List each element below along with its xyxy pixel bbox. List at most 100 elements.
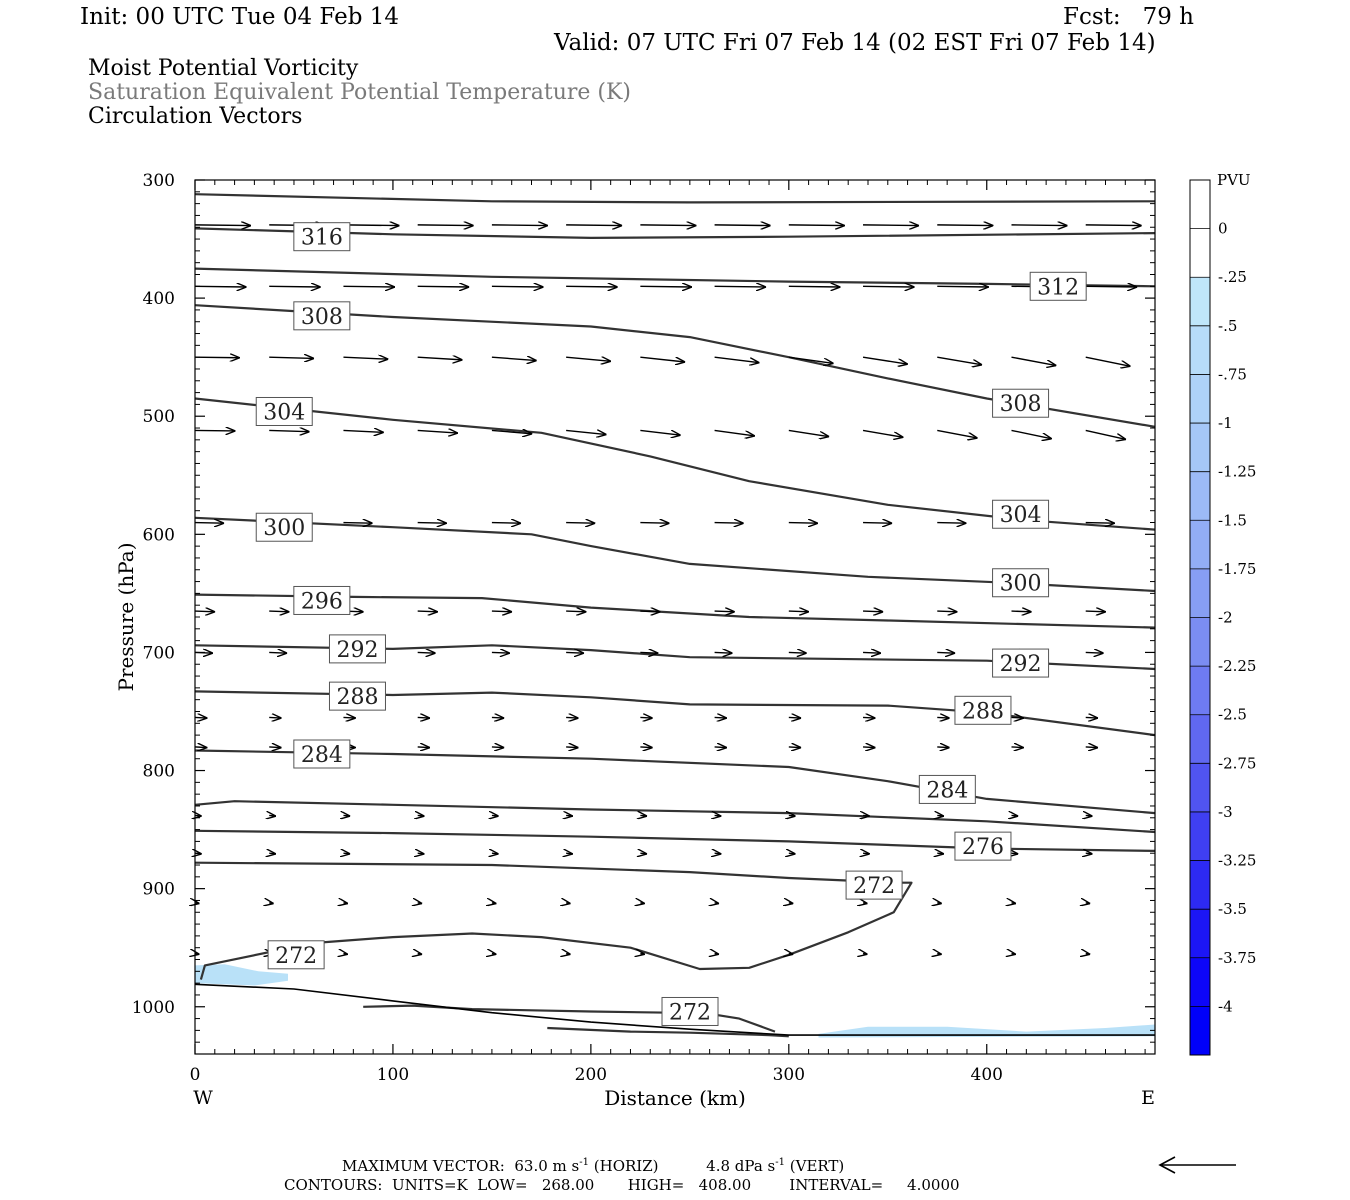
colorbar-segment — [1190, 277, 1210, 327]
contour-label-box — [992, 568, 1050, 598]
circulation-vector — [343, 430, 383, 432]
circulation-vector — [789, 815, 796, 816]
colorbar-label: -.75 — [1218, 365, 1247, 383]
circulation-vector — [269, 815, 276, 816]
x-tick-label: 100 — [377, 1065, 409, 1085]
circulation-vector — [863, 523, 892, 524]
circulation-vector — [566, 853, 573, 854]
contour-label-box — [293, 739, 351, 769]
circulation-vector — [1011, 954, 1015, 955]
circulation-vector — [269, 853, 276, 854]
circulation-vector — [566, 611, 586, 612]
contour-label: 284 — [926, 778, 968, 803]
circulation-vector — [491, 357, 537, 360]
circulation-vector — [937, 954, 941, 955]
circulation-vector — [1011, 903, 1015, 904]
circulation-vector — [269, 430, 309, 431]
circulation-vector — [343, 954, 347, 955]
colorbar-label: -.5 — [1218, 317, 1237, 335]
colorbar-segment — [1190, 180, 1210, 230]
circulation-vector — [417, 430, 458, 433]
contour-label-box — [255, 512, 313, 542]
colorbar-label: -1.5 — [1218, 511, 1247, 529]
axis-labels: Distance (km) Pressure (hPa) W E — [114, 543, 1155, 1110]
circulation-vector — [714, 717, 727, 718]
y-tick-label: 900 — [143, 880, 175, 900]
contour-label-box — [661, 996, 719, 1026]
circulation-vector — [937, 853, 944, 854]
colorbar-label: -3.75 — [1218, 949, 1256, 967]
colorbar-label: -3 — [1218, 803, 1233, 821]
colorbar-title: PVU — [1217, 171, 1251, 189]
circulation-vector — [937, 717, 949, 718]
colorbar-segment — [1190, 228, 1210, 278]
circulation-vector — [343, 225, 399, 226]
contour-label-box — [992, 388, 1050, 418]
circulation-vector — [788, 286, 841, 287]
y-tick-label: 600 — [143, 525, 175, 545]
circulation-vector — [417, 652, 436, 653]
contour-label-box — [293, 585, 351, 615]
contour-label-box — [845, 870, 903, 900]
circulation-vector — [788, 652, 807, 653]
circulation-vector — [195, 954, 199, 955]
circulation-vector — [194, 225, 251, 226]
circulation-vector — [343, 357, 388, 359]
circulation-vector — [194, 430, 235, 431]
theta-e-contour — [194, 593, 1156, 629]
circulation-vector — [937, 356, 982, 365]
circulation-vector — [269, 717, 281, 718]
circulation-vector — [417, 225, 474, 226]
reference-vector — [1158, 1156, 1236, 1174]
y-axis-title: Pressure (hPa) — [114, 543, 138, 692]
circulation-vector — [491, 430, 532, 433]
circulation-vector — [863, 225, 919, 226]
circulation-vector — [1011, 225, 1067, 226]
circulation-vector — [566, 286, 618, 287]
circulation-vector — [566, 815, 573, 816]
valid-time: Valid: 07 UTC Fri 07 Feb 14 (02 EST Fri … — [554, 30, 1156, 56]
theta-e-contour — [363, 1004, 776, 1033]
contour-label: 288 — [336, 685, 378, 710]
forecast-hour: Fcst: 79 h — [1063, 4, 1194, 30]
circulation-vector — [269, 286, 321, 287]
colorbar-segment — [1190, 714, 1210, 764]
circulation-vector — [418, 853, 425, 854]
circulation-vector — [269, 747, 281, 748]
contour-label: 292 — [336, 638, 378, 663]
x-tick-label: 0 — [190, 1065, 201, 1085]
circulation-vector — [714, 523, 744, 524]
circulation-vector — [194, 286, 247, 287]
circulation-vector — [862, 356, 908, 364]
circulation-vector — [1086, 903, 1090, 904]
colorbar-segment — [1190, 811, 1210, 862]
circulation-vector — [492, 815, 499, 816]
circulation-vector — [1011, 747, 1023, 748]
contour-label: 288 — [962, 699, 1004, 724]
circulation-vector — [417, 611, 438, 612]
circulation-vector — [343, 717, 355, 718]
contour-label: 296 — [301, 589, 343, 614]
circulation-vector — [937, 286, 989, 287]
circulation-vector — [640, 611, 660, 612]
circulation-vector — [788, 356, 834, 363]
circulation-vector — [937, 903, 941, 904]
circulation-vector — [1085, 747, 1098, 748]
contour-label: 292 — [1000, 652, 1042, 677]
circulation-vector — [714, 225, 771, 226]
circulation-vector — [640, 903, 644, 904]
circulation-vector — [1011, 356, 1056, 365]
circulation-vector — [492, 903, 496, 904]
contour-label-box — [293, 301, 351, 331]
circulation-vector — [1085, 225, 1142, 226]
pv-region — [818, 1024, 1155, 1038]
circulation-vector — [418, 815, 425, 816]
circulation-vector — [269, 903, 273, 904]
colorbar-segment — [1190, 325, 1210, 375]
contour-label: 272 — [669, 1000, 711, 1025]
circulation-vector — [1085, 717, 1098, 718]
theta-e-contour — [547, 1026, 789, 1038]
theta-e-contour — [194, 304, 1156, 428]
circulation-vector — [418, 903, 422, 904]
colorbar-segment — [1190, 520, 1210, 570]
